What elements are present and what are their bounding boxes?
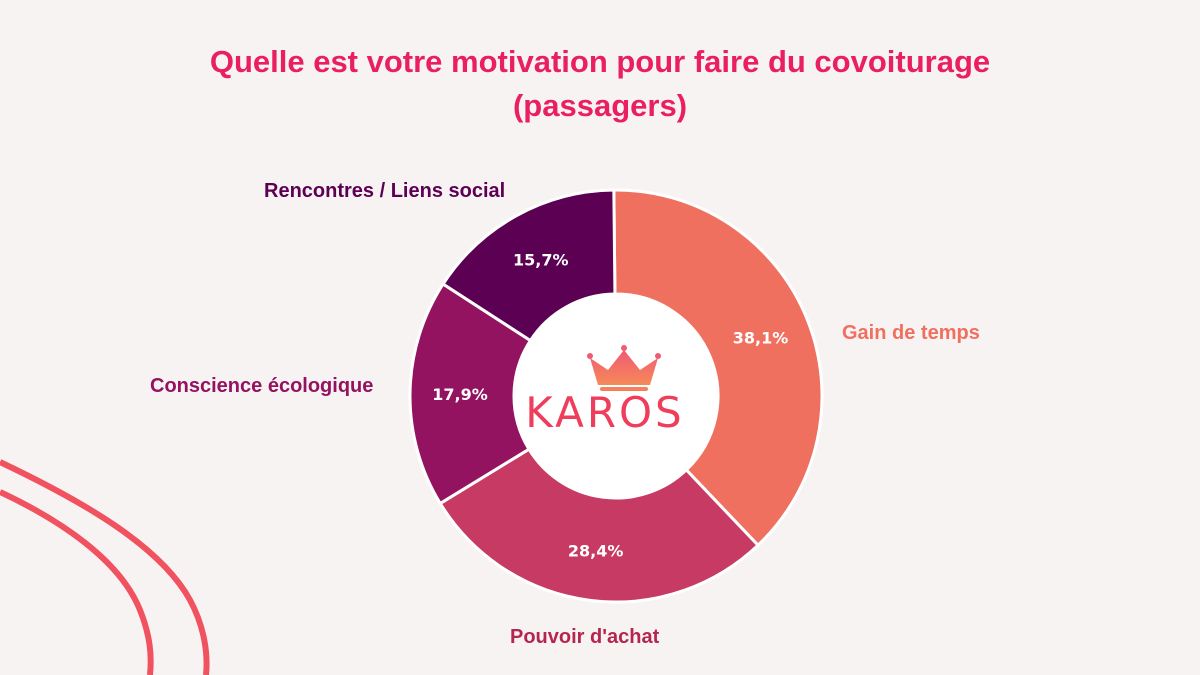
donut-slice-conscience-ecologique <box>408 281 533 506</box>
slice-label-gain-de-temps: Gain de temps <box>842 322 980 344</box>
donut-slice-rencontres-liens-social <box>441 188 617 343</box>
donut-slice-gain-de-temps <box>612 188 824 548</box>
data-label-conscience-ecologique: 17,9% <box>432 385 488 404</box>
slice-label-conscience-ecologique: Conscience écologique <box>150 375 374 397</box>
data-label-gain-de-temps: 38,1% <box>733 328 789 347</box>
crown-icon <box>587 345 661 391</box>
donut-slice-pouvoir-d-achat <box>438 447 761 604</box>
slice-label-pouvoir-d-achat: Pouvoir d'achat <box>510 626 660 648</box>
data-label-rencontres-liens-social: 15,7% <box>513 250 569 269</box>
donut-chart: 38,1% 28,4% 17,9% 15,7% <box>408 188 824 604</box>
chart-title-line-2: (passagers) <box>512 88 688 123</box>
data-label-pouvoir-d-achat: 28,4% <box>568 542 624 561</box>
chart-title-line-1: Quelle est votre motivation pour faire d… <box>209 44 991 79</box>
decorative-curves <box>0 459 210 675</box>
slice-label-rencontres-liens-social: Rencontres / Liens social <box>264 180 506 202</box>
donut-hole <box>515 295 717 497</box>
karos-logo: KAROS <box>525 388 685 437</box>
